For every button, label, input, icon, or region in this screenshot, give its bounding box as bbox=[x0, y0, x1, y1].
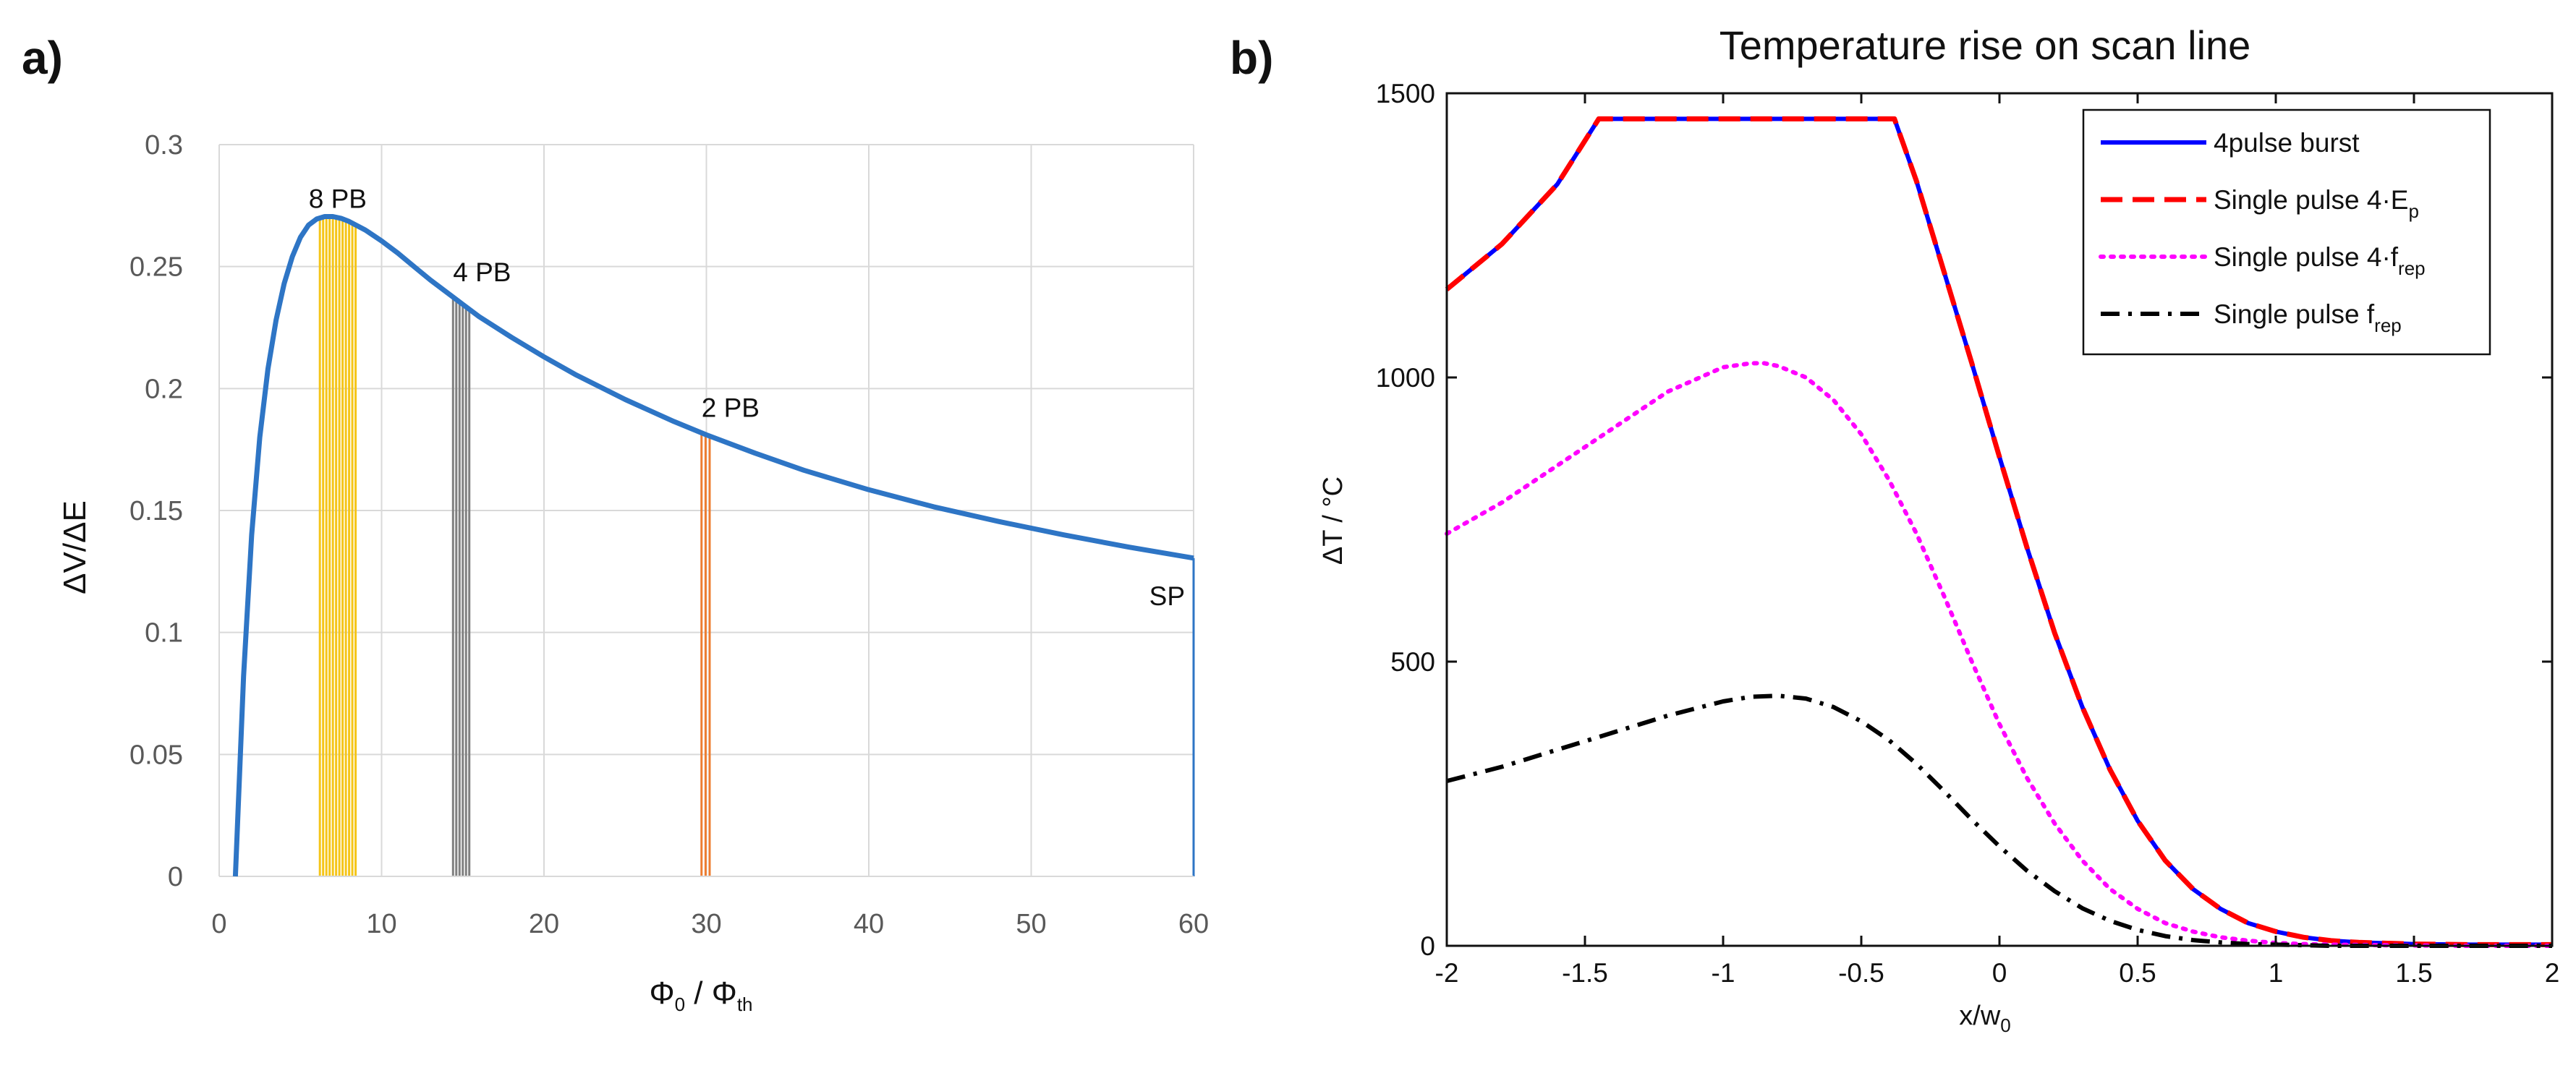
chart-a-xlabel-sep: / Φ bbox=[685, 975, 737, 1011]
band-2-pb bbox=[700, 432, 711, 876]
band-8-pb bbox=[318, 216, 357, 876]
legend-label-main: 4pulse burst bbox=[2214, 128, 2360, 158]
chart-b-xlabel: x/w0 bbox=[1959, 1001, 2010, 1036]
chart-a-xlabel-sub2: th bbox=[737, 994, 753, 1015]
chart-b-xlabel-main: x/w bbox=[1959, 1001, 2001, 1031]
legend-label-sub: rep bbox=[2374, 315, 2402, 336]
band-label: 8 PB bbox=[309, 184, 367, 214]
chart-a-ytick-label: 0.2 bbox=[145, 374, 183, 404]
chart-b-xtick-label: 1 bbox=[2269, 958, 2284, 988]
chart-a-ytick-label: 0.15 bbox=[129, 496, 183, 526]
chart-b-xtick-label: -1 bbox=[1712, 958, 1735, 988]
chart-a-xtick-label: 30 bbox=[691, 909, 721, 939]
chart-b-xtick-label: -0.5 bbox=[1838, 958, 1884, 988]
chart-b-xtick-label: -1.5 bbox=[1562, 958, 1608, 988]
chart-a-band-labels: 8 PB 4 PB 2 PB SP bbox=[309, 184, 1185, 611]
chart-b-xtick-label: 2 bbox=[2545, 958, 2560, 988]
chart-a-tick-labels: 0 0.05 0.1 0.15 0.2 0.25 0.3 0 10 20 30 40 50 60 bbox=[129, 130, 1209, 939]
band-label: 2 PB bbox=[702, 393, 760, 423]
chart-b-ytick-label: 500 bbox=[1390, 647, 1435, 677]
chart-a-xtick-label: 60 bbox=[1178, 909, 1209, 939]
chart-a-curve-line bbox=[232, 214, 1194, 877]
chart-a-xtick-label: 0 bbox=[211, 909, 226, 939]
chart-a-bands bbox=[318, 216, 1195, 876]
chart-b-xtick-label: 1.5 bbox=[2395, 958, 2432, 988]
chart-a-xtick-label: 50 bbox=[1016, 909, 1046, 939]
chart-b-ytick-label: 1000 bbox=[1376, 363, 1435, 393]
legend-label: 4pulse burst bbox=[2214, 128, 2360, 158]
chart-b-xtick-label: 0 bbox=[1992, 958, 2007, 988]
chart-b-xtick-label: -2 bbox=[1435, 958, 1459, 988]
band-4-pb bbox=[451, 296, 471, 876]
legend-label: Single pulse 4·frep bbox=[2214, 242, 2426, 279]
chart-a-curve bbox=[232, 214, 1194, 877]
panel-b-letter: b) bbox=[1230, 32, 1273, 84]
legend-label-sub: p bbox=[2408, 200, 2418, 222]
chart-b-series-line bbox=[1446, 693, 2552, 948]
chart-a-xlabel: Φ0 / Φth bbox=[649, 975, 752, 1015]
chart-b: Temperature rise on scan line 0 500 1000 15… bbox=[1318, 22, 2559, 1036]
chart-b-ytick-label: 1500 bbox=[1376, 79, 1435, 108]
chart-a: 8 PB 4 PB 2 PB SP 0 0.05 0.1 0.15 0.2 0.25 0.3 0 10… bbox=[57, 130, 1209, 1015]
chart-b-ylabel: ΔT / °C bbox=[1318, 477, 1348, 565]
chart-b-series-line bbox=[1445, 116, 2552, 947]
chart-a-ytick-label: 0.3 bbox=[145, 130, 183, 161]
chart-a-xlabel-main: Φ bbox=[649, 975, 674, 1011]
chart-b-xlabel-sub: 0 bbox=[2000, 1014, 2010, 1036]
chart-b-axes bbox=[1445, 92, 2554, 947]
chart-a-xtick-label: 40 bbox=[854, 909, 884, 939]
chart-b-xtick-label: 0.5 bbox=[2119, 958, 2156, 988]
chart-a-ylabel: ΔV/ΔE bbox=[57, 500, 93, 594]
legend-label: Single pulse 4·Ep bbox=[2214, 185, 2419, 222]
chart-a-ytick-label: 0.25 bbox=[129, 252, 183, 283]
chart-b-ytick-label: 0 bbox=[1420, 931, 1435, 961]
chart-a-xtick-label: 10 bbox=[366, 909, 396, 939]
legend-label-main: Single pulse 4·E bbox=[2214, 185, 2408, 215]
chart-a-ytick-label: 0.1 bbox=[145, 618, 183, 649]
chart-a-xlabel-sub1: 0 bbox=[675, 994, 685, 1015]
chart-b-tick-labels: 0 500 1000 1500 -2 -1.5 -1 -0.5 0 0.5 1 1.5 2 bbox=[1376, 79, 2560, 988]
band-label: 4 PB bbox=[453, 257, 511, 287]
chart-a-ytick-label: 0.05 bbox=[129, 740, 183, 770]
legend-label-main: Single pulse f bbox=[2214, 299, 2375, 329]
chart-a-xtick-label: 20 bbox=[529, 909, 559, 939]
legend-label-main: Single pulse 4·f bbox=[2214, 242, 2399, 272]
legend-label-sub: rep bbox=[2398, 257, 2426, 279]
chart-b-title: Temperature rise on scan line bbox=[1720, 22, 2251, 68]
band-label: SP bbox=[1149, 581, 1185, 611]
chart-a-ytick-label: 0 bbox=[168, 862, 183, 892]
legend-label: Single pulse frep bbox=[2214, 299, 2402, 336]
panel-a-letter: a) bbox=[22, 32, 63, 84]
